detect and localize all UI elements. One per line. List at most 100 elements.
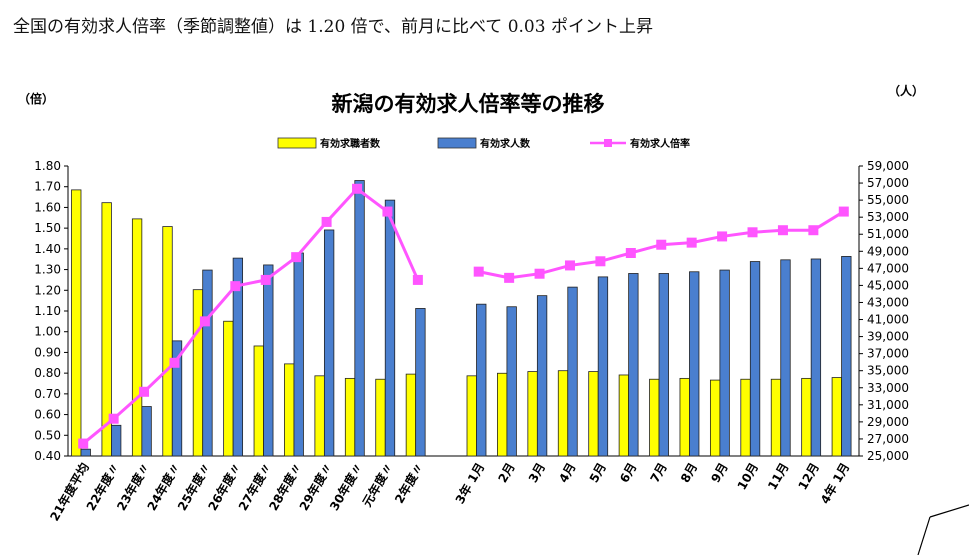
left-tick-label: 0.50 bbox=[34, 428, 61, 442]
ratio-point bbox=[686, 237, 697, 248]
bar-jobseekers bbox=[223, 320, 234, 457]
legend: 有効求職者数 有効求人数 有効求人倍率 bbox=[277, 137, 690, 150]
right-tick-label: 49,000 bbox=[867, 244, 909, 258]
ratio-point bbox=[656, 239, 667, 250]
bar-openings bbox=[689, 271, 700, 457]
ratio-line bbox=[78, 183, 849, 449]
category-label: 10月 bbox=[735, 461, 761, 493]
right-tick-label: 55,000 bbox=[867, 193, 909, 207]
ratio-point bbox=[199, 316, 210, 327]
bar-jobseekers bbox=[497, 372, 508, 457]
category-label: 3年 1月 bbox=[452, 460, 487, 506]
legend-marker-ratio bbox=[604, 139, 612, 147]
bar-openings bbox=[536, 295, 548, 457]
bar-jobseekers bbox=[679, 377, 690, 457]
right-tick-label: 25,000 bbox=[867, 449, 909, 463]
left-axis-unit: （倍） bbox=[18, 91, 54, 106]
bar-openings bbox=[506, 306, 517, 457]
left-tick-label: 0.40 bbox=[34, 449, 61, 463]
page-corner-decoration bbox=[917, 504, 969, 555]
category-labels: 21年度平均22年度〃23年度〃24年度〃25年度〃26年度〃27年度〃28年度… bbox=[46, 460, 852, 524]
right-tick-label: 33,000 bbox=[867, 381, 909, 395]
bar-openings bbox=[202, 269, 213, 457]
right-tick-label: 47,000 bbox=[867, 261, 909, 275]
bar-openings bbox=[384, 199, 396, 457]
bar-openings bbox=[141, 406, 152, 457]
right-tick-label: 41,000 bbox=[867, 313, 909, 327]
category-label: 7月 bbox=[648, 461, 670, 486]
category-label: 9月 bbox=[708, 461, 730, 486]
bar-jobseekers bbox=[344, 377, 356, 457]
right-tick-label: 39,000 bbox=[867, 330, 909, 344]
bar-openings bbox=[476, 303, 487, 457]
category-label: 4年 1月 bbox=[817, 460, 852, 506]
right-tick-label: 31,000 bbox=[867, 398, 909, 412]
chart-title: 新潟の有効求人倍率等の推移 bbox=[332, 92, 605, 116]
bar-jobseekers bbox=[253, 345, 264, 457]
bar-openings bbox=[354, 180, 365, 457]
bar-openings bbox=[841, 256, 852, 457]
ratio-point bbox=[747, 227, 758, 238]
bar-openings bbox=[810, 258, 822, 457]
left-tick-label: 0.80 bbox=[34, 366, 61, 380]
ratio-point bbox=[260, 274, 271, 285]
left-tick-label: 0.60 bbox=[34, 408, 61, 422]
bar-openings bbox=[323, 229, 335, 457]
category-label: 6月 bbox=[617, 461, 639, 486]
category-label: 5月 bbox=[587, 461, 609, 486]
ratio-point bbox=[352, 183, 363, 194]
bar-jobseekers bbox=[466, 375, 477, 457]
ratio-point bbox=[564, 260, 575, 271]
left-tick-label: 1.50 bbox=[34, 221, 61, 235]
ratio-point bbox=[534, 268, 545, 279]
legend-swatch-jobseekers bbox=[277, 137, 317, 149]
right-tick-label: 53,000 bbox=[867, 210, 909, 224]
ratio-point bbox=[321, 216, 332, 227]
bar-jobseekers bbox=[709, 379, 721, 457]
right-tick-label: 51,000 bbox=[867, 227, 909, 241]
ratio-point bbox=[382, 206, 393, 217]
ratio-point bbox=[78, 438, 89, 449]
right-tick-label: 35,000 bbox=[867, 364, 909, 378]
bar-openings bbox=[628, 273, 639, 457]
bar-openings bbox=[415, 308, 426, 457]
bar-openings bbox=[263, 264, 274, 457]
category-label: 2月 bbox=[495, 461, 517, 486]
bar-jobseekers bbox=[618, 374, 630, 457]
bar-jobseekers bbox=[101, 202, 112, 457]
ratio-point bbox=[230, 281, 241, 292]
right-tick-label: 37,000 bbox=[867, 347, 909, 361]
left-tick-label: 0.90 bbox=[34, 345, 61, 359]
bar-openings bbox=[171, 340, 183, 457]
bar-openings bbox=[80, 448, 91, 457]
ratio-point bbox=[504, 272, 515, 283]
ratio-point bbox=[595, 256, 606, 267]
bar-jobseekers bbox=[284, 363, 295, 457]
ratio-point bbox=[777, 225, 788, 236]
bar-openings bbox=[293, 252, 304, 457]
bar-jobseekers bbox=[162, 226, 173, 457]
category-label: 8月 bbox=[678, 461, 700, 486]
ratio-point bbox=[139, 386, 150, 397]
bar-jobseekers bbox=[588, 371, 599, 457]
ratio-point bbox=[291, 252, 302, 263]
bar-openings bbox=[780, 259, 791, 457]
bar-jobseekers bbox=[405, 373, 417, 457]
category-label: 11月 bbox=[765, 461, 791, 493]
bar-jobseekers bbox=[527, 371, 538, 457]
bar-jobseekers bbox=[131, 218, 143, 457]
right-tick-label: 27,000 bbox=[867, 432, 909, 446]
ratio-point bbox=[412, 274, 423, 285]
bar-jobseekers bbox=[831, 377, 842, 457]
left-tick-label: 1.10 bbox=[34, 304, 61, 318]
bar-jobseekers bbox=[649, 378, 660, 457]
right-tick-label: 59,000 bbox=[867, 159, 909, 173]
legend-label-openings: 有効求人数 bbox=[480, 137, 531, 150]
category-label: 4月 bbox=[556, 461, 578, 486]
bar-jobseekers bbox=[375, 378, 386, 457]
bar-jobseekers bbox=[71, 189, 82, 457]
legend-label-ratio: 有効求人倍率 bbox=[630, 137, 690, 150]
ratio-point bbox=[473, 266, 484, 277]
right-tick-label: 57,000 bbox=[867, 176, 909, 190]
